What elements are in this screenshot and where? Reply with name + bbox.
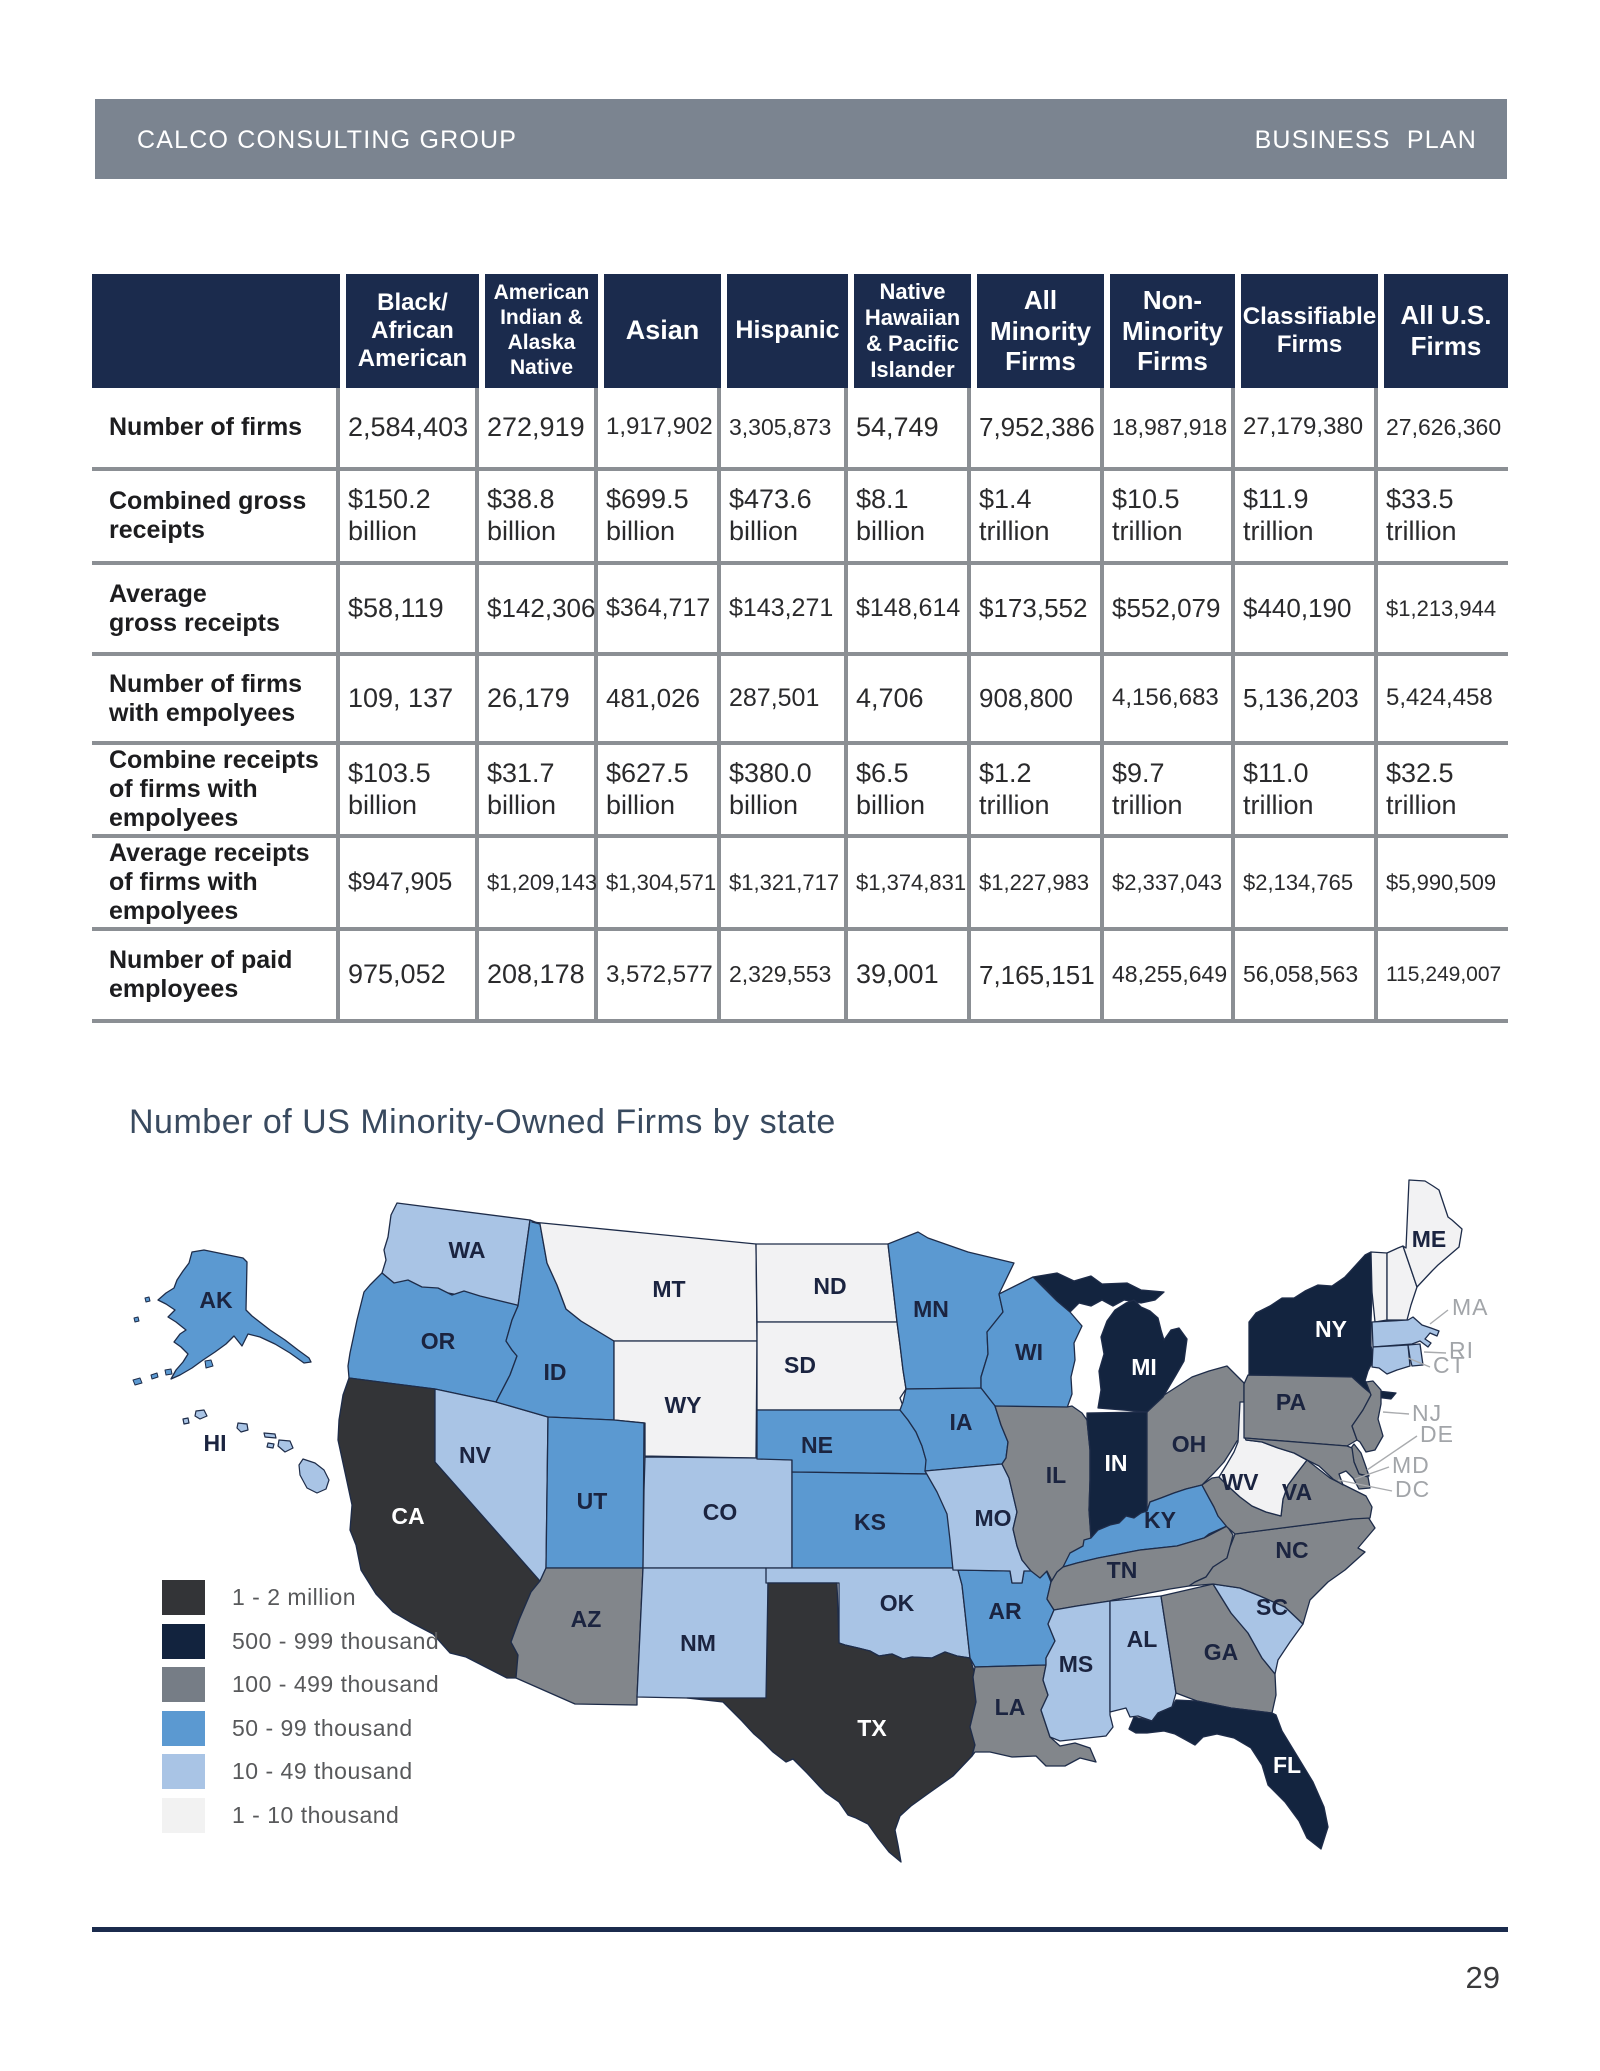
svg-text:NV: NV xyxy=(459,1442,492,1468)
svg-text:WI: WI xyxy=(1015,1339,1043,1365)
svg-text:GA: GA xyxy=(1204,1639,1239,1665)
svg-text:WV: WV xyxy=(1221,1469,1259,1495)
svg-text:MT: MT xyxy=(652,1276,685,1302)
svg-text:SC: SC xyxy=(1256,1594,1288,1620)
svg-text:ND: ND xyxy=(813,1273,846,1299)
svg-text:NM: NM xyxy=(680,1630,716,1656)
svg-text:PA: PA xyxy=(1276,1389,1306,1415)
svg-text:DC: DC xyxy=(1395,1476,1430,1502)
svg-text:FL: FL xyxy=(1273,1752,1301,1778)
svg-text:KY: KY xyxy=(1144,1507,1176,1533)
svg-text:VA: VA xyxy=(1282,1479,1312,1505)
svg-text:NE: NE xyxy=(801,1432,833,1458)
svg-text:MD: MD xyxy=(1392,1452,1430,1478)
svg-text:OK: OK xyxy=(880,1590,915,1616)
svg-text:NC: NC xyxy=(1275,1537,1308,1563)
svg-text:LA: LA xyxy=(995,1694,1026,1720)
svg-text:CO: CO xyxy=(703,1499,738,1525)
svg-text:SD: SD xyxy=(784,1352,816,1378)
svg-text:UT: UT xyxy=(577,1488,608,1514)
svg-text:AK: AK xyxy=(199,1287,233,1313)
svg-text:DE: DE xyxy=(1420,1421,1454,1447)
svg-text:HI: HI xyxy=(204,1430,227,1456)
svg-text:CT: CT xyxy=(1433,1352,1466,1378)
svg-text:OR: OR xyxy=(421,1328,456,1354)
svg-text:TX: TX xyxy=(857,1715,887,1741)
svg-text:CA: CA xyxy=(391,1503,424,1529)
svg-text:IN: IN xyxy=(1105,1450,1128,1476)
svg-text:WY: WY xyxy=(664,1392,701,1418)
svg-text:OH: OH xyxy=(1172,1431,1207,1457)
svg-text:RI: RI xyxy=(1449,1337,1474,1363)
svg-text:NY: NY xyxy=(1315,1316,1347,1342)
svg-text:MO: MO xyxy=(974,1505,1011,1531)
svg-text:ME: ME xyxy=(1412,1226,1447,1252)
svg-text:MA: MA xyxy=(1452,1294,1489,1320)
svg-text:AR: AR xyxy=(988,1598,1022,1624)
svg-text:MS: MS xyxy=(1059,1651,1094,1677)
svg-text:KS: KS xyxy=(854,1509,886,1535)
svg-text:MI: MI xyxy=(1131,1354,1157,1380)
svg-text:TN: TN xyxy=(1107,1557,1138,1583)
svg-text:IL: IL xyxy=(1046,1462,1066,1488)
svg-text:MN: MN xyxy=(913,1296,949,1322)
svg-text:IA: IA xyxy=(950,1409,973,1435)
svg-text:AZ: AZ xyxy=(571,1606,602,1632)
svg-text:AL: AL xyxy=(1127,1626,1158,1652)
svg-text:WA: WA xyxy=(448,1237,485,1263)
svg-text:ID: ID xyxy=(544,1359,567,1385)
svg-text:NJ: NJ xyxy=(1412,1400,1442,1426)
